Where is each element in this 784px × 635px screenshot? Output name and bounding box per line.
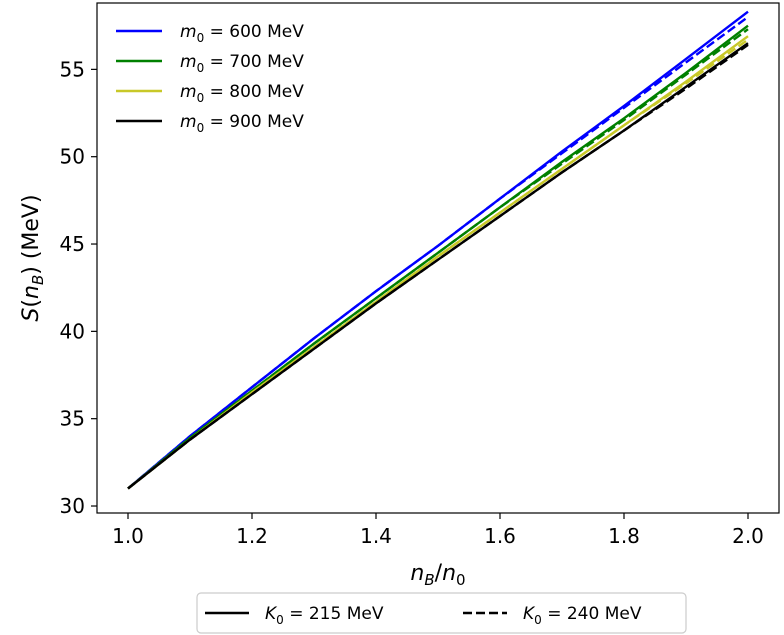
y-tick-label: 35 (60, 407, 85, 431)
legend-label: m0 = 700 MeV (180, 52, 304, 75)
y-axis-label: S(nB) (MeV) (19, 194, 47, 321)
legend-box (196, 592, 687, 634)
x-tick-label: 1.0 (112, 524, 144, 548)
legend-label: m0 = 800 MeV (180, 82, 304, 105)
series-line-600-dashed (127, 16, 749, 490)
x-axis-label: nB/n0 (410, 561, 465, 589)
x-tick-label: 1.4 (360, 524, 392, 548)
legend-label: m0 = 900 MeV (180, 112, 304, 135)
x-tick-label: 1.8 (608, 524, 640, 548)
y-tick-label: 30 (60, 494, 85, 518)
series-line-900-dashed (127, 43, 749, 490)
y-axis: 30 35 40 45 50 55 (60, 57, 97, 518)
legend-mass: m0 = 600 MeV m0 = 700 MeV m0 = 800 MeV m0 =… (116, 22, 304, 135)
series-line-800-dashed (127, 38, 749, 490)
series-line-900-solid (127, 42, 749, 490)
y-tick-label: 45 (60, 232, 85, 256)
legend-label: K0 = 240 MeV (523, 604, 642, 627)
series-line-700-dashed (127, 28, 749, 490)
x-tick-label: 1.6 (484, 524, 516, 548)
x-tick-label: 1.2 (236, 524, 268, 548)
series-layer (127, 10, 749, 490)
legend-label: m0 = 600 MeV (180, 22, 304, 45)
y-tick-label: 55 (60, 57, 85, 81)
y-tick-label: 50 (60, 145, 85, 169)
plot-frame (96, 2, 780, 514)
legend-label: K0 = 215 MeV (265, 604, 384, 627)
x-tick-label: 2.0 (732, 524, 764, 548)
legend-compressibility: K0 = 215 MeV K0 = 240 MeV (196, 592, 687, 634)
x-axis: 1.0 1.2 1.4 1.6 1.8 2.0 (112, 513, 764, 548)
y-tick-label: 40 (60, 319, 85, 343)
